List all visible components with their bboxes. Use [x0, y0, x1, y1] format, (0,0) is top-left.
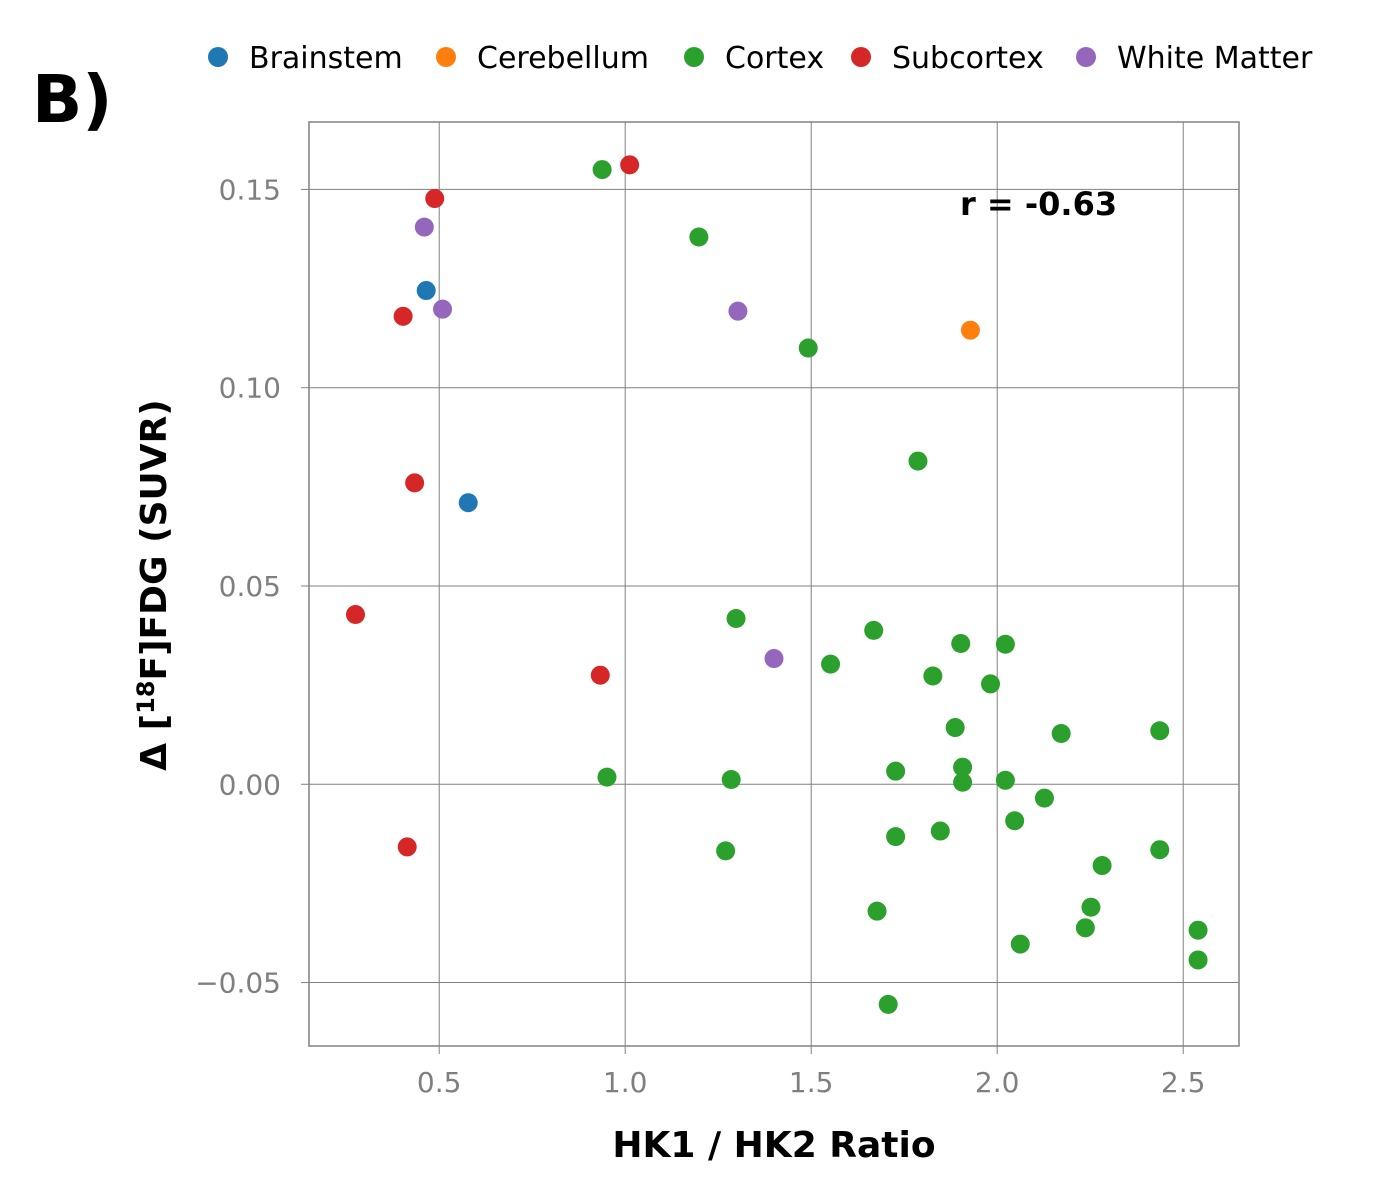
- data-point: [995, 770, 1015, 790]
- legend: Brainstem Cerebellum Cortex Subcortex White …: [208, 41, 1313, 76]
- y-tick-labels: 0.15 0.10 0.05 0.00 −0.05: [195, 173, 281, 999]
- data-point: [764, 649, 784, 669]
- data-point: [726, 609, 746, 629]
- data-point: [721, 770, 741, 790]
- data-point: [981, 674, 1001, 694]
- data-point: [1005, 811, 1025, 831]
- data-point: [864, 620, 884, 640]
- data-point: [1051, 724, 1071, 744]
- legend-label: White Matter: [1117, 41, 1313, 76]
- legend-label: Subcortex: [892, 41, 1044, 76]
- x-tick-labels: 0.5 1.0 1.5 2.0 2.5: [417, 1066, 1206, 1099]
- y-axis-title-part: Δ [: [134, 714, 175, 771]
- y-tick-label: 0.05: [219, 570, 281, 603]
- data-point: [886, 827, 906, 847]
- legend-marker: [684, 47, 704, 67]
- data-point: [930, 821, 950, 841]
- legend-label: Cortex: [725, 41, 824, 76]
- data-point: [393, 306, 413, 326]
- legend-item: White Matter: [1076, 41, 1313, 76]
- y-tick-label: 0.10: [219, 372, 281, 405]
- x-tick-label: 1.5: [789, 1066, 834, 1099]
- legend-item: Cortex: [684, 41, 824, 76]
- data-point: [953, 757, 973, 777]
- data-point: [1034, 788, 1054, 808]
- data-point: [1150, 840, 1170, 860]
- y-tick-label: −0.05: [195, 967, 281, 1000]
- data-point: [397, 837, 417, 857]
- data-point: [798, 338, 818, 358]
- data-points: [346, 155, 1208, 1014]
- legend-item: Subcortex: [851, 41, 1044, 76]
- data-point: [878, 994, 898, 1014]
- data-point: [1010, 934, 1030, 954]
- data-point: [425, 189, 445, 209]
- data-point: [945, 718, 965, 738]
- data-point: [1075, 918, 1095, 938]
- y-axis-title: Δ [18F]FDG (SUVR): [132, 399, 175, 771]
- data-point: [590, 665, 610, 685]
- series-cortex: [592, 160, 1208, 1014]
- legend-item: Cerebellum: [436, 41, 649, 76]
- data-point: [886, 761, 906, 781]
- data-point: [458, 493, 478, 513]
- y-axis-title-superscript: 18: [132, 680, 160, 713]
- grid: [301, 122, 1239, 1054]
- data-point: [908, 451, 928, 471]
- x-tick-label: 1.0: [603, 1066, 648, 1099]
- data-point: [951, 633, 971, 653]
- legend-marker: [1076, 47, 1096, 67]
- data-point: [995, 634, 1015, 654]
- data-point: [953, 772, 973, 792]
- data-point: [416, 281, 436, 301]
- panel-label: B): [32, 61, 112, 138]
- y-tick-label: 0.00: [219, 768, 281, 801]
- legend-label: Cerebellum: [477, 41, 649, 76]
- series-cerebellum: [960, 320, 980, 340]
- data-point: [960, 320, 980, 340]
- data-point: [867, 901, 887, 921]
- x-tick-label: 2.5: [1161, 1066, 1206, 1099]
- data-point: [728, 301, 748, 321]
- series-subcortex: [346, 155, 640, 857]
- data-point: [414, 217, 434, 237]
- correlation-annotation: r = -0.63: [960, 185, 1117, 223]
- plot-frame: [308, 121, 1240, 1047]
- data-point: [821, 654, 841, 674]
- data-point: [923, 666, 943, 686]
- data-point: [1092, 856, 1112, 876]
- legend-label: Brainstem: [249, 41, 403, 76]
- data-point: [716, 841, 736, 861]
- y-axis-title-part: F]FDG (SUVR): [134, 399, 175, 680]
- data-point: [346, 605, 365, 625]
- data-point: [1188, 920, 1208, 940]
- series-brainstem: [416, 281, 478, 513]
- data-point: [433, 299, 453, 319]
- legend-marker: [436, 47, 456, 67]
- data-point: [689, 227, 709, 247]
- legend-marker: [851, 47, 871, 67]
- data-point: [1150, 721, 1170, 741]
- series-white-matter: [414, 217, 784, 669]
- legend-item: Brainstem: [208, 41, 403, 76]
- data-point: [405, 473, 425, 493]
- x-axis-title: HK1 / HK2 Ratio: [612, 1125, 935, 1166]
- y-tick-label: 0.15: [219, 173, 281, 206]
- data-point: [1081, 897, 1101, 917]
- data-point: [597, 767, 617, 787]
- x-tick-label: 0.5: [417, 1066, 462, 1099]
- data-point: [592, 160, 612, 180]
- x-tick-label: 2.0: [975, 1066, 1020, 1099]
- data-point: [620, 155, 640, 175]
- legend-marker: [208, 47, 228, 67]
- data-point: [1188, 950, 1208, 970]
